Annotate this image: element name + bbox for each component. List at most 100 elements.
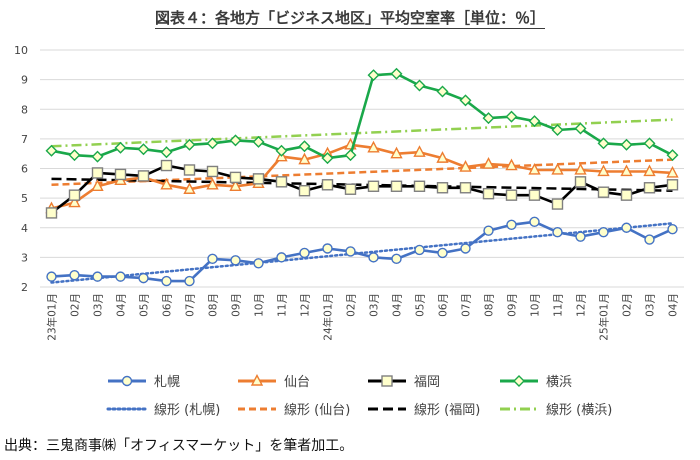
data-point bbox=[528, 115, 541, 128]
legend-label: 線形 (仙台) bbox=[284, 402, 350, 418]
chart: 図表４：各地方「ビジネス地区」平均空室率［単位：％］ 2 3 4 5 6 7 8 9 10 23年… bbox=[0, 7, 700, 418]
x-tick-label: 10月 bbox=[530, 293, 542, 317]
data-point bbox=[459, 182, 472, 194]
data-point bbox=[482, 157, 495, 169]
legend-label: 札幌 bbox=[154, 374, 180, 390]
data-point bbox=[391, 253, 402, 265]
legend-label: 横浜 bbox=[546, 375, 572, 390]
x-tick-label: 04月 bbox=[392, 293, 404, 317]
data-point bbox=[390, 180, 403, 192]
data-point bbox=[298, 152, 311, 165]
x-tick-label: 02月 bbox=[622, 293, 634, 317]
legend-marker bbox=[250, 373, 264, 386]
x-tick-label: 12月 bbox=[576, 293, 588, 317]
data-point bbox=[275, 176, 288, 188]
data-point bbox=[298, 140, 311, 153]
series-line bbox=[50, 164, 673, 214]
trendline bbox=[51, 177, 673, 192]
x-tick-label: 03月 bbox=[93, 293, 105, 317]
x-tick-label: 03月 bbox=[369, 293, 381, 317]
x-tick-label: 08月 bbox=[208, 293, 220, 317]
x-tick-label: 10月 bbox=[254, 293, 266, 317]
data-point bbox=[597, 164, 610, 177]
data-point bbox=[298, 185, 311, 197]
legend-label: 仙台 bbox=[284, 375, 310, 390]
data-point bbox=[344, 183, 357, 195]
data-point bbox=[321, 179, 334, 191]
x-tick-label: 03月 bbox=[645, 293, 657, 317]
data-point bbox=[552, 226, 563, 238]
data-point bbox=[183, 138, 196, 151]
legend-label: 線形 (横浜) bbox=[546, 402, 612, 418]
legend-marker bbox=[513, 375, 525, 387]
data-point bbox=[666, 179, 679, 191]
data-point bbox=[597, 137, 610, 150]
data-point bbox=[45, 144, 58, 157]
data-point bbox=[390, 67, 403, 80]
data-point bbox=[69, 269, 80, 281]
x-tick-label: 02月 bbox=[346, 293, 358, 317]
data-point bbox=[207, 253, 218, 265]
y-tick-label: 6 bbox=[21, 163, 28, 176]
data-point bbox=[643, 182, 656, 194]
x-tick-label: 05月 bbox=[139, 293, 151, 317]
data-point bbox=[92, 271, 103, 282]
chart-svg: 2 3 4 5 6 7 8 9 10 23年01月 02月 03月 04月 05月 06月 07月 08月 09月… bbox=[14, 44, 684, 418]
data-point bbox=[551, 123, 564, 136]
x-tick-label: 06月 bbox=[162, 293, 174, 317]
data-point bbox=[68, 149, 81, 162]
x-tick-label: 23年01月 bbox=[46, 293, 59, 341]
data-point bbox=[206, 165, 219, 178]
y-tick-label: 5 bbox=[21, 192, 28, 205]
y-tick-label: 3 bbox=[21, 251, 28, 264]
x-tick-label: 24年01月 bbox=[322, 293, 335, 341]
y-tick-label: 2 bbox=[21, 281, 28, 294]
data-point bbox=[528, 162, 541, 175]
data-point bbox=[667, 224, 678, 235]
x-tick-label: 06月 bbox=[438, 293, 450, 317]
data-point bbox=[390, 146, 403, 159]
data-point bbox=[551, 162, 564, 175]
data-point bbox=[436, 182, 449, 194]
data-point bbox=[68, 195, 81, 208]
x-tick-label: 09月 bbox=[231, 293, 243, 317]
series-line bbox=[51, 220, 674, 283]
data-point bbox=[252, 173, 265, 185]
legend-label: 福岡 bbox=[414, 375, 440, 390]
data-point bbox=[252, 135, 265, 148]
data-point bbox=[229, 134, 242, 147]
data-point bbox=[229, 179, 242, 191]
data-point bbox=[137, 143, 150, 156]
data-point bbox=[160, 146, 173, 159]
data-point bbox=[459, 160, 472, 172]
data-point bbox=[367, 69, 380, 82]
data-point bbox=[45, 207, 58, 219]
data-point bbox=[413, 145, 426, 157]
data-point bbox=[183, 164, 196, 176]
series-line bbox=[51, 143, 673, 210]
y-tick-label: 10 bbox=[14, 44, 28, 57]
data-point bbox=[413, 180, 426, 192]
data-point bbox=[91, 179, 104, 191]
data-point bbox=[368, 252, 379, 263]
data-point bbox=[575, 231, 586, 242]
data-point bbox=[276, 252, 287, 263]
y-tick-label: 8 bbox=[21, 103, 28, 116]
y-tick-label: 7 bbox=[21, 133, 28, 146]
data-point bbox=[161, 275, 172, 287]
data-point bbox=[644, 234, 655, 245]
data-point bbox=[91, 150, 104, 163]
chart-title: 図表４：各地方「ビジネス地区」平均空室率［単位：％］ bbox=[0, 7, 700, 29]
data-point bbox=[551, 198, 564, 210]
x-tick-label: 07月 bbox=[461, 293, 473, 317]
trendline bbox=[51, 118, 673, 148]
data-point bbox=[160, 177, 173, 190]
data-point bbox=[482, 187, 495, 200]
data-point bbox=[506, 219, 517, 230]
series-line bbox=[51, 72, 674, 160]
x-tick-label: 07月 bbox=[185, 293, 197, 317]
chart-title-text: 図表４：各地方「ビジネス地区」平均空室率［単位：％］ bbox=[154, 9, 545, 29]
data-point bbox=[436, 151, 449, 163]
data-point bbox=[115, 271, 126, 282]
data-point bbox=[621, 222, 632, 233]
